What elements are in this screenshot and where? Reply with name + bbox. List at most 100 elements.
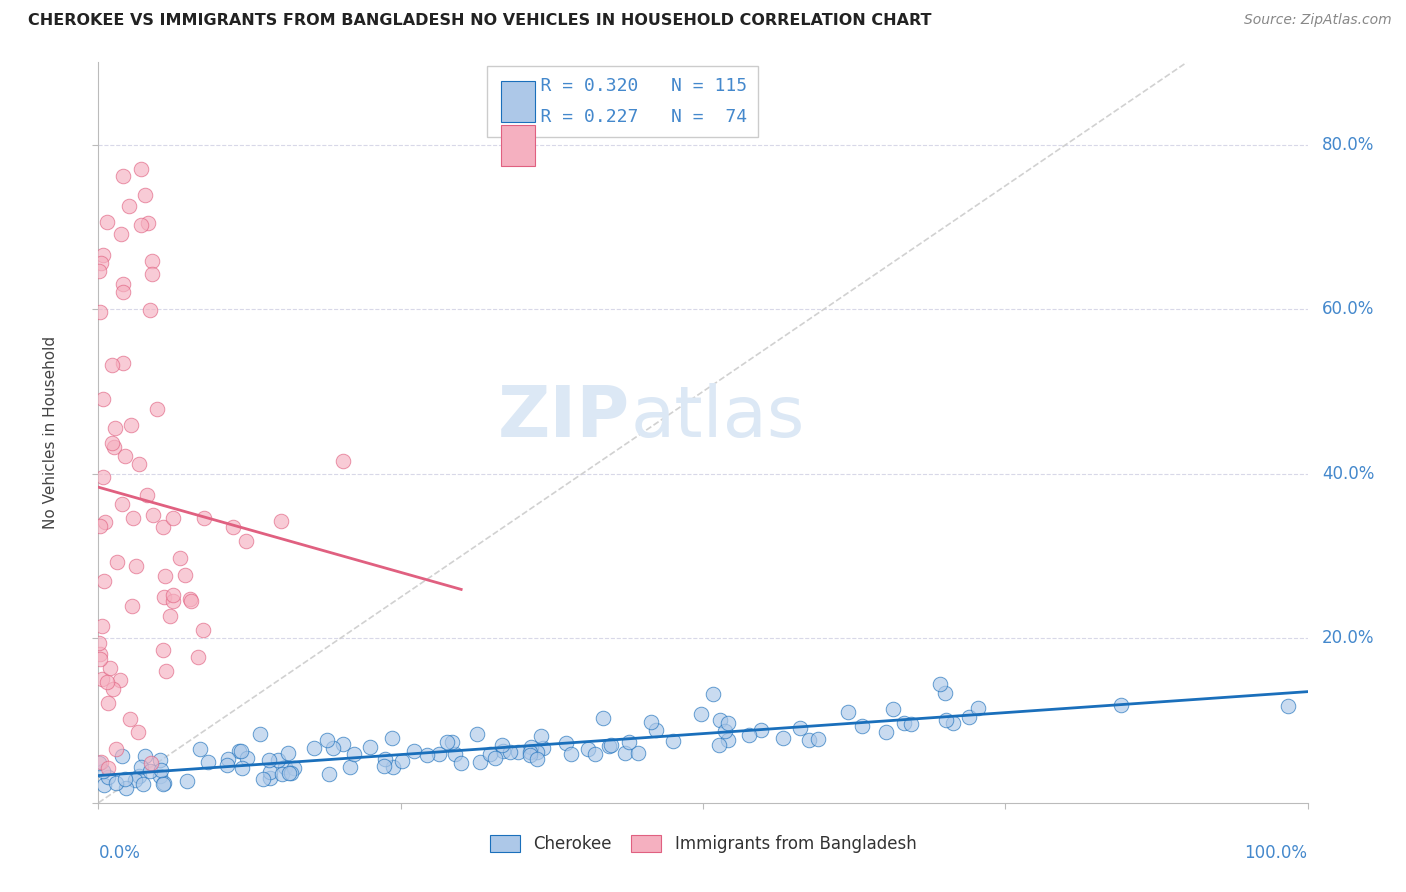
Point	[108, 673, 131, 688]
Point	[128, 770, 150, 784]
Point	[155, 664, 177, 678]
Point	[402, 744, 425, 758]
Point	[129, 760, 152, 774]
Point	[114, 772, 136, 787]
Point	[105, 742, 128, 756]
Point	[707, 738, 730, 752]
Point	[152, 520, 174, 534]
Point	[112, 169, 135, 183]
Point	[875, 725, 897, 739]
Point	[429, 747, 451, 762]
Point	[506, 745, 529, 759]
Point	[118, 712, 141, 726]
Point	[613, 747, 636, 761]
Point	[900, 717, 922, 731]
Point	[343, 747, 366, 762]
Point	[359, 739, 381, 754]
Point	[381, 759, 404, 773]
Point	[174, 567, 197, 582]
Point	[749, 723, 772, 737]
Point	[193, 623, 215, 637]
Point	[519, 745, 541, 759]
Point	[332, 737, 354, 751]
Point	[935, 713, 957, 727]
Point	[91, 764, 114, 778]
Point	[789, 721, 811, 735]
Point	[139, 756, 162, 770]
Point	[235, 533, 257, 548]
Point	[132, 777, 155, 791]
Point	[717, 732, 740, 747]
Point	[274, 760, 297, 774]
Point	[252, 772, 274, 786]
Point	[103, 441, 125, 455]
Point	[270, 767, 292, 781]
Point	[837, 705, 859, 719]
Point	[465, 727, 488, 741]
Point	[600, 738, 623, 752]
Point	[149, 769, 172, 783]
Point	[882, 702, 904, 716]
Point	[315, 733, 337, 747]
Point	[96, 674, 118, 689]
Text: CHEROKEE VS IMMIGRANTS FROM BANGLADESH NO VEHICLES IN HOUSEHOLD CORRELATION CHAR: CHEROKEE VS IMMIGRANTS FROM BANGLADESH N…	[28, 13, 932, 29]
Point	[89, 263, 111, 277]
Point	[217, 752, 239, 766]
Point	[89, 648, 111, 662]
Point	[101, 682, 124, 697]
Point	[153, 568, 176, 582]
Point	[176, 773, 198, 788]
Point	[180, 594, 202, 608]
Point	[479, 747, 502, 762]
Point	[111, 356, 134, 370]
Point	[555, 736, 578, 750]
Point	[118, 198, 141, 212]
Point	[436, 735, 458, 749]
Point	[105, 555, 128, 569]
Text: 80.0%: 80.0%	[1322, 136, 1375, 153]
Point	[96, 215, 118, 229]
Point	[533, 740, 555, 755]
Point	[391, 754, 413, 768]
Point	[145, 402, 167, 417]
Point	[270, 515, 292, 529]
Text: 40.0%: 40.0%	[1322, 465, 1375, 483]
Point	[645, 723, 668, 738]
Point	[280, 766, 302, 780]
Point	[193, 511, 215, 525]
Point	[124, 772, 146, 787]
Point	[129, 161, 152, 176]
Point	[966, 700, 988, 714]
Point	[249, 727, 271, 741]
Point	[89, 652, 111, 666]
Text: atlas: atlas	[630, 384, 804, 452]
Point	[491, 738, 513, 752]
Point	[526, 752, 548, 766]
Point	[772, 731, 794, 745]
Text: ZIP: ZIP	[498, 384, 630, 452]
Point	[957, 710, 980, 724]
Point	[302, 741, 325, 756]
Point	[592, 711, 614, 725]
Point	[179, 591, 201, 606]
Point	[259, 771, 281, 785]
Point	[526, 745, 548, 759]
Point	[807, 731, 830, 746]
Point	[374, 752, 396, 766]
Point	[499, 746, 522, 760]
Point	[87, 635, 110, 649]
Point	[121, 599, 143, 614]
Point	[530, 729, 553, 743]
Point	[662, 734, 685, 748]
Point	[134, 187, 156, 202]
Point	[149, 763, 172, 777]
Point	[139, 764, 162, 778]
Point	[228, 744, 250, 758]
Point	[91, 392, 114, 406]
Point	[141, 267, 163, 281]
Point	[322, 740, 344, 755]
Text: 0.0%: 0.0%	[98, 844, 141, 862]
Point	[441, 735, 464, 749]
Point	[153, 590, 176, 604]
Point	[105, 776, 128, 790]
